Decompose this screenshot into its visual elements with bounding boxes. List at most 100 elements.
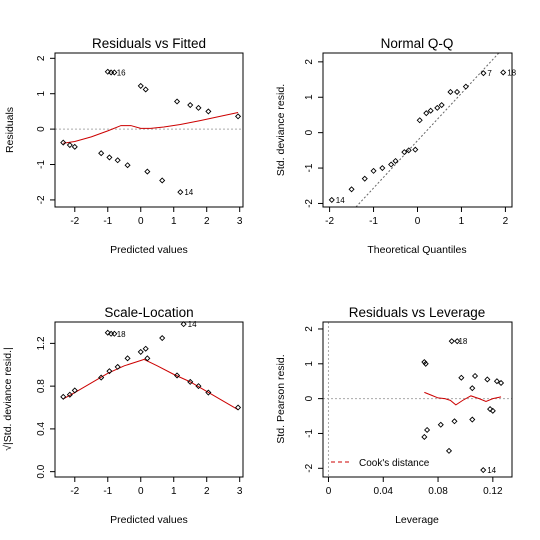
y-tick-label: 1.2 <box>36 336 47 350</box>
point-label: 14 <box>188 320 197 329</box>
data-point <box>66 391 73 398</box>
data-point <box>159 334 166 342</box>
data-point <box>462 83 469 90</box>
legend-label-cooks-distance: Cook's distance <box>359 458 430 469</box>
x-tick-label: -1 <box>103 486 112 497</box>
data-point <box>98 150 105 157</box>
y-tick-label: -1 <box>36 160 47 169</box>
data-point <box>106 154 113 161</box>
data-point <box>177 189 184 196</box>
data-point <box>370 167 377 174</box>
x-axis-label: Predicted values <box>110 244 188 256</box>
data-point <box>66 142 73 149</box>
data-point <box>412 146 419 153</box>
data-point <box>124 162 131 169</box>
data-point <box>401 149 408 156</box>
data-point <box>445 447 453 454</box>
y-tick-label: -2 <box>36 195 47 204</box>
x-tick-label: -2 <box>70 486 79 497</box>
x-tick-label: 0.12 <box>483 486 503 497</box>
x-tick-label: 0 <box>326 486 332 497</box>
data-point <box>173 372 181 379</box>
data-point <box>235 113 242 120</box>
x-axis-label: Leverage <box>395 514 439 526</box>
data-point <box>111 69 118 76</box>
x-tick-label: 0 <box>138 216 144 227</box>
point-label: 14 <box>487 466 496 475</box>
y-axis-label: Std. deviance resid. <box>275 84 287 176</box>
data-point <box>104 68 111 75</box>
panel-normal-qq: Normal Q-Q Theoretical Quantiles Std. de… <box>275 36 517 256</box>
data-point <box>159 177 166 184</box>
x-tick-label: -2 <box>70 216 79 227</box>
plot-frame <box>54 52 244 208</box>
y-tick-label: 0 <box>304 395 315 401</box>
y-tick-label: 1 <box>304 361 315 367</box>
data-point <box>469 416 476 423</box>
data-point <box>137 348 144 355</box>
data-point <box>60 393 67 400</box>
y-axis-label: Std. Pearson resid. <box>275 354 287 443</box>
data-point <box>361 175 368 182</box>
y-tick-label: 1 <box>304 94 315 100</box>
x-tick-label: 0.08 <box>428 486 448 497</box>
data-point <box>416 117 423 124</box>
panel-title: Scale-Location <box>104 305 193 320</box>
y-tick-label: 0.0 <box>36 464 47 478</box>
data-point <box>124 355 131 362</box>
data-point <box>480 466 487 474</box>
data-point <box>493 378 500 385</box>
smoother-line <box>63 358 239 411</box>
data-point <box>142 345 149 352</box>
data-point <box>379 165 386 172</box>
data-point <box>111 330 118 337</box>
y-tick-label: -2 <box>304 199 315 208</box>
panel-title: Normal Q-Q <box>381 36 454 51</box>
data-point <box>60 139 67 146</box>
data-point <box>405 147 412 154</box>
data-point <box>434 104 441 111</box>
point-label: 7 <box>487 69 492 78</box>
x-tick-label: 2 <box>204 486 210 497</box>
data-point <box>205 389 212 396</box>
x-tick-label: 0.04 <box>374 486 394 497</box>
data-point <box>427 107 434 114</box>
point-label: 18 <box>458 337 467 346</box>
data-point <box>421 433 428 440</box>
data-point <box>448 338 455 345</box>
point-label: 16 <box>117 68 126 77</box>
data-point <box>438 102 445 109</box>
x-tick-label: 1 <box>459 216 465 227</box>
data-point <box>454 88 461 95</box>
x-tick-label: -1 <box>369 216 378 227</box>
data-point <box>487 406 494 413</box>
y-tick-label: 0.4 <box>36 422 47 436</box>
data-point <box>437 421 444 428</box>
data-point <box>205 108 212 115</box>
data-point <box>235 404 242 411</box>
data-point <box>71 143 78 150</box>
data-point <box>144 355 151 362</box>
point-label: 18 <box>507 68 516 77</box>
reference-line <box>355 52 500 208</box>
panel-title: Residuals vs Fitted <box>92 36 206 51</box>
x-tick-label: -1 <box>103 216 112 227</box>
y-tick-label: 0 <box>304 129 315 135</box>
data-point <box>144 168 151 175</box>
data-point <box>392 157 399 165</box>
data-point <box>187 102 194 109</box>
data-point <box>98 374 105 381</box>
data-point <box>471 372 479 380</box>
panel-scale-location: Scale-Location Predicted values √|Std. d… <box>2 305 244 526</box>
data-point <box>484 376 491 383</box>
plot-frame <box>322 321 513 478</box>
x-tick-label: 3 <box>237 486 243 497</box>
y-tick-label: 0.8 <box>36 379 47 393</box>
y-tick-label: -2 <box>304 463 315 472</box>
data-point <box>498 379 505 386</box>
x-tick-label: 1 <box>171 486 177 497</box>
y-axis-label: Residuals <box>4 107 16 153</box>
data-point <box>142 86 149 93</box>
data-point <box>388 161 395 168</box>
point-label: 14 <box>184 188 193 197</box>
